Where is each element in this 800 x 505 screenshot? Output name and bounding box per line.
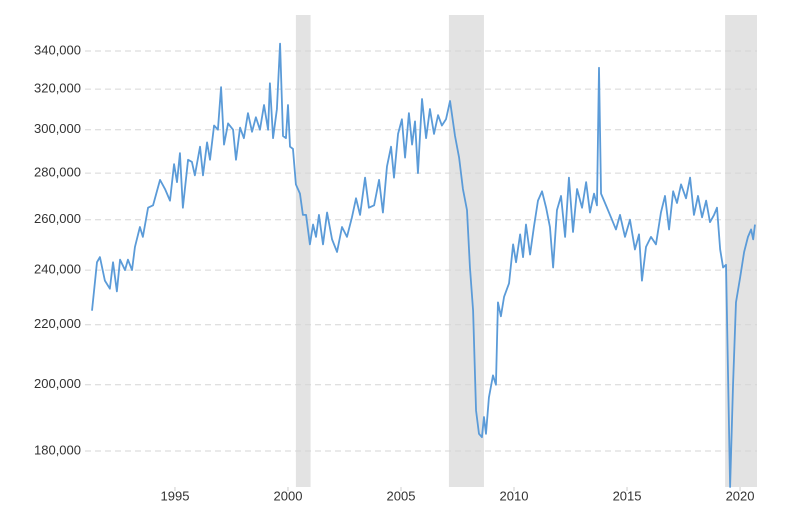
x-tick-label: 2005 [387,488,416,503]
data-line [91,42,756,488]
x-tick-label: 2015 [613,488,642,503]
y-tick-label: 180,000 [34,442,81,457]
x-tick-label: 1995 [161,488,190,503]
shaded-region [295,15,311,487]
shaded-region [448,15,484,487]
shaded-region [725,15,757,487]
x-tick-label: 2000 [274,488,303,503]
y-tick-label: 240,000 [34,262,81,277]
y-tick-label: 340,000 [34,42,81,57]
y-tick-label: 280,000 [34,165,81,180]
y-tick-label: 320,000 [34,81,81,96]
x-tick-label: 2010 [500,488,529,503]
y-tick-label: 300,000 [34,121,81,136]
y-tick-label: 260,000 [34,211,81,226]
x-tick-label: 2020 [726,488,755,503]
y-tick-label: 220,000 [34,316,81,331]
y-tick-label: 200,000 [34,376,81,391]
